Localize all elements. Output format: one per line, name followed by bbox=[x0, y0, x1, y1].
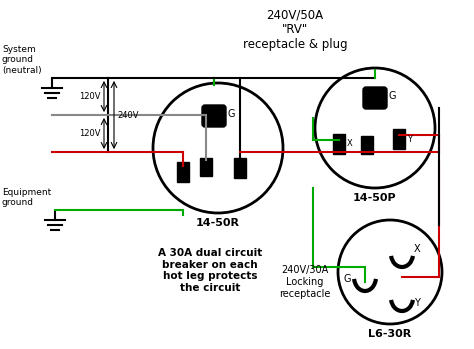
Text: G: G bbox=[228, 109, 236, 119]
Bar bbox=[200, 158, 212, 176]
Text: 240V: 240V bbox=[117, 111, 138, 119]
Text: G: G bbox=[344, 274, 351, 284]
FancyBboxPatch shape bbox=[363, 87, 387, 109]
Text: X: X bbox=[237, 184, 243, 193]
Text: Equipment
ground: Equipment ground bbox=[2, 188, 51, 207]
Text: G: G bbox=[389, 91, 396, 101]
Text: 240V/30A
Locking
receptacle: 240V/30A Locking receptacle bbox=[279, 265, 331, 299]
Text: 14-50P: 14-50P bbox=[353, 193, 397, 203]
Text: 120V: 120V bbox=[80, 129, 101, 138]
Text: X: X bbox=[347, 140, 353, 149]
Text: Y: Y bbox=[407, 134, 412, 143]
Bar bbox=[393, 129, 405, 149]
Bar bbox=[234, 158, 246, 178]
Text: 240V/50A
"RV"
receptacle & plug: 240V/50A "RV" receptacle & plug bbox=[243, 8, 347, 51]
Text: W: W bbox=[202, 179, 210, 188]
Text: L6-30R: L6-30R bbox=[368, 329, 411, 339]
Bar bbox=[333, 134, 345, 154]
Text: 14-50R: 14-50R bbox=[196, 218, 240, 228]
Text: Y: Y bbox=[414, 298, 420, 308]
Text: W: W bbox=[364, 159, 371, 165]
Text: Y: Y bbox=[181, 187, 185, 196]
FancyBboxPatch shape bbox=[202, 105, 226, 127]
Bar bbox=[177, 162, 189, 182]
Text: A 30A dual circuit
breaker on each
hot leg protects
the circuit: A 30A dual circuit breaker on each hot l… bbox=[158, 248, 262, 293]
Text: 120V: 120V bbox=[80, 92, 101, 101]
Bar bbox=[361, 136, 373, 154]
Text: System
ground
(neutral): System ground (neutral) bbox=[2, 45, 42, 75]
Text: X: X bbox=[414, 244, 420, 254]
